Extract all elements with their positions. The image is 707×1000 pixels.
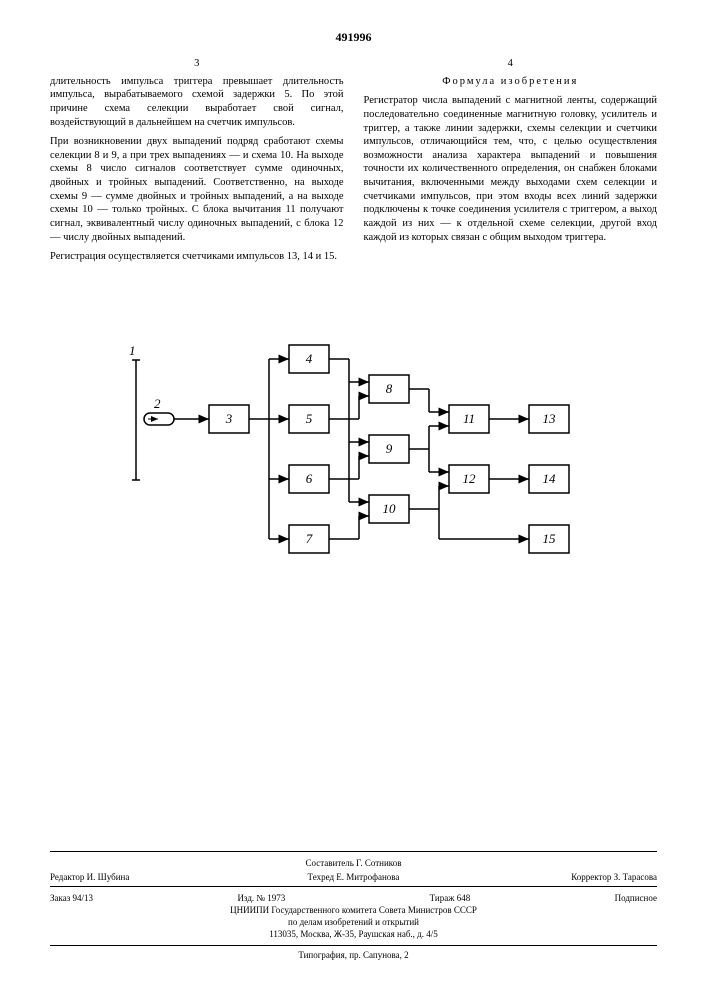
footer-addr: 113035, Москва, Ж-35, Раушская наб., д. …	[50, 929, 657, 939]
footer-org1: ЦНИИПИ Государственного комитета Совета …	[50, 905, 657, 915]
footer-tech: Техред Е. Митрофанова	[252, 872, 454, 882]
footer-pub-row: Заказ 94/13 Изд. № 1973 Тираж 648 Подпис…	[50, 893, 657, 903]
page-num-left: 3	[50, 57, 344, 71]
footer-credits-row: Редактор И. Шубина Техред Е. Митрофанова…	[50, 872, 657, 887]
footer-order: Заказ 94/13	[50, 893, 93, 903]
svg-text:15: 15	[542, 531, 556, 546]
footer-typ: Типография, пр. Сапунова, 2	[50, 945, 657, 960]
left-p1: длительность импульса триггера превышает…	[50, 75, 344, 130]
formula-title: Формула изобретения	[364, 75, 658, 89]
left-column: 3 длительность импульса триггера превыша…	[50, 57, 344, 270]
svg-text:3: 3	[224, 411, 232, 426]
footer-editor: Редактор И. Шубина	[50, 872, 252, 882]
block-diagram: 1 2 3 4 5 6 7 8 9 10 11 12 13 14 15	[114, 310, 594, 590]
diagram-svg: 1 2 3 4 5 6 7 8 9 10 11 12 13 14 15	[114, 310, 594, 590]
svg-text:1: 1	[129, 343, 136, 358]
svg-text:2: 2	[154, 396, 161, 411]
footer-sub: Подписное	[615, 893, 657, 903]
footer-org2: по делам изобретений и открытий	[50, 917, 657, 927]
page: 491996 3 длительность импульса триггера …	[0, 0, 707, 1000]
right-p1: Регистратор числа выпадений с магнитной …	[364, 94, 658, 244]
svg-text:10: 10	[382, 501, 396, 516]
footer: Составитель Г. Сотников Редактор И. Шуби…	[50, 851, 657, 960]
svg-text:14: 14	[542, 471, 556, 486]
svg-text:13: 13	[542, 411, 556, 426]
right-column: 4 Формула изобретения Регистратор числа …	[364, 57, 658, 270]
patent-number: 491996	[50, 30, 657, 45]
svg-text:12: 12	[462, 471, 476, 486]
svg-text:9: 9	[385, 441, 392, 456]
footer-tirazh: Тираж 648	[430, 893, 471, 903]
svg-text:8: 8	[385, 381, 392, 396]
footer-corrector: Корректор З. Тарасова	[455, 872, 657, 882]
svg-text:11: 11	[462, 411, 474, 426]
svg-text:5: 5	[305, 411, 312, 426]
footer-izd: Изд. № 1973	[237, 893, 285, 903]
svg-text:4: 4	[305, 351, 312, 366]
text-columns: 3 длительность импульса триггера превыша…	[50, 57, 657, 270]
left-p2: При возникновении двух выпадений подряд …	[50, 135, 344, 244]
page-num-right: 4	[364, 57, 658, 71]
footer-composer: Составитель Г. Сотников	[50, 858, 657, 868]
left-p3: Регистрация осуществляется счетчиками им…	[50, 250, 344, 264]
svg-text:6: 6	[305, 471, 312, 486]
svg-text:7: 7	[305, 531, 312, 546]
